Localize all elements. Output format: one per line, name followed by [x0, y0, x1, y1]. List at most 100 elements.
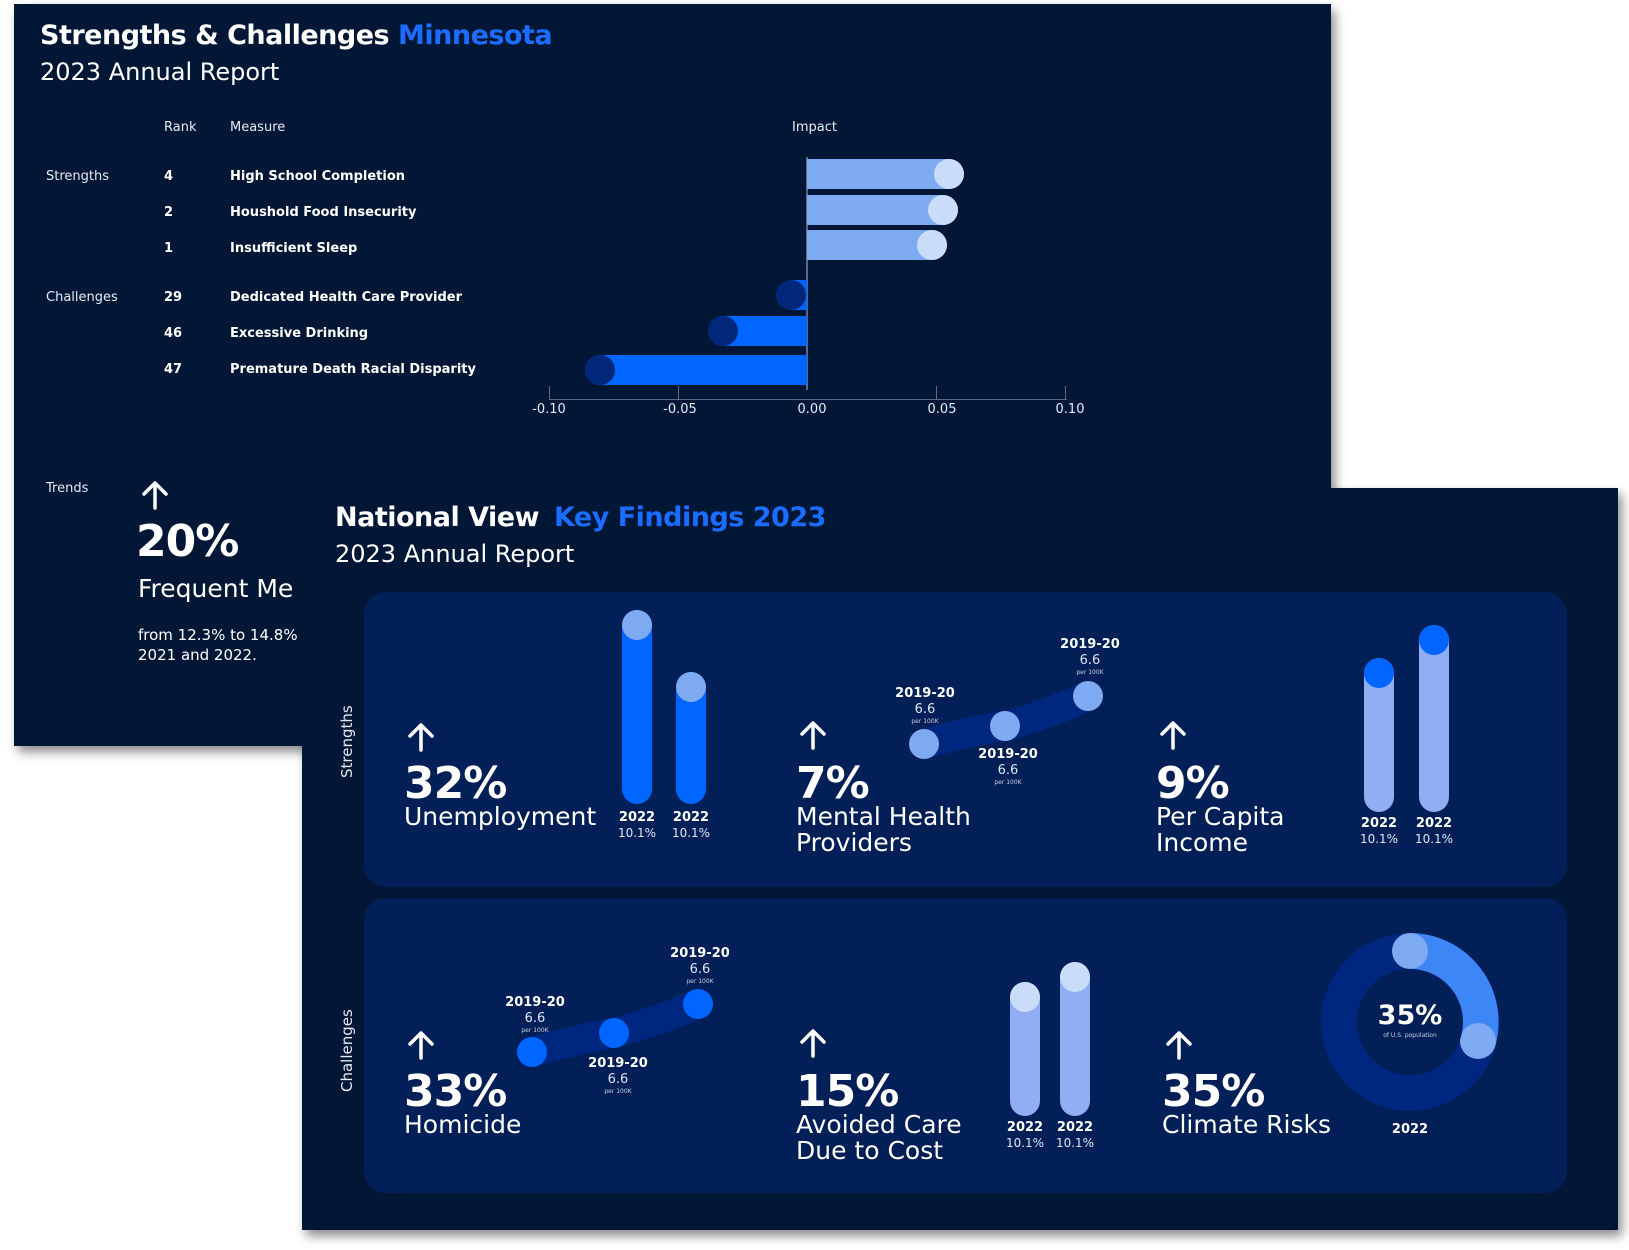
trend-name: Frequent Me: [138, 574, 294, 603]
donut-year: 2022: [1391, 1122, 1429, 1137]
title-accent: Minnesota: [398, 20, 553, 51]
bar-end-knob: [928, 195, 958, 225]
measure-name: High School Completion: [230, 169, 406, 184]
bar-end-knob: [934, 159, 964, 189]
panel-title: National View Key Findings 2023: [335, 502, 826, 533]
per-capita-bar: [1419, 625, 1449, 812]
measure-name: Insufficient Sleep: [230, 241, 358, 256]
arrow-up-icon: [142, 481, 168, 510]
bar-year: 2022: [1006, 1120, 1044, 1135]
impact-bar: [807, 159, 964, 189]
x-tick: [1065, 386, 1066, 400]
rank-header: Rank: [164, 120, 197, 135]
trend-value: 20%: [136, 516, 239, 567]
measure-header: Measure: [230, 120, 286, 135]
title-accent: Key Findings 2023: [553, 502, 826, 533]
unemployment-bar: [676, 672, 706, 804]
point-period: 2019-20: [978, 747, 1038, 762]
per-capita-value: 9%: [1156, 758, 1230, 809]
impact-bar: [708, 316, 807, 346]
bar-end-knob: [708, 316, 738, 346]
x-tick-label: 0.00: [797, 402, 827, 417]
measure-name: Houshold Food Insecurity: [230, 205, 417, 220]
bar-end-knob: [776, 280, 806, 310]
per-capita-label-line1: Per Capita: [1156, 802, 1285, 831]
title-text: Strengths & Challenges: [40, 20, 390, 51]
point-period: 2019-20: [505, 995, 565, 1010]
measure-name: Dedicated Health Care Provider: [230, 290, 463, 305]
title-text: National View: [335, 502, 540, 533]
impact-bar: [807, 230, 947, 260]
panel-subtitle: 2023 Annual Report: [335, 540, 575, 568]
mental-health-value: 7%: [796, 758, 870, 809]
bar-end-knob: [917, 230, 947, 260]
donut-center-value: 35%: [1377, 1000, 1443, 1031]
x-tick-label: 0.05: [927, 402, 957, 417]
challenges-card: 33% Homicide 2019-20 6.6 per 100K 2019-2…: [364, 898, 1567, 1193]
bar-cap: [1364, 658, 1394, 688]
rank-value: 1: [164, 241, 174, 256]
trend-point: [517, 1037, 547, 1067]
per-capita-bar: [1364, 658, 1394, 812]
x-tick: [678, 386, 679, 400]
bar-cap: [622, 610, 652, 640]
rank-value: 4: [164, 169, 174, 184]
per-capita-label-line2: Income: [1156, 828, 1248, 857]
bar-year: 2022: [1056, 1120, 1094, 1135]
avoided-care-label-line1: Avoided Care: [796, 1110, 962, 1139]
x-tick: [936, 386, 937, 400]
trend-description-line2: 2021 and 2022.: [138, 646, 257, 664]
point-unit: per 100K: [686, 978, 714, 985]
national-view-panel: National View Key Findings 2023 2023 Ann…: [302, 488, 1618, 1230]
climate-label: Climate Risks: [1162, 1110, 1331, 1139]
unemployment-bar: [622, 610, 652, 804]
avoided-care-label-line2: Due to Cost: [796, 1136, 944, 1165]
x-tick-label: -0.10: [532, 402, 566, 417]
bar-year: 2022: [1360, 816, 1398, 831]
bar-cap: [676, 672, 706, 702]
bar-value: 10.1%: [617, 826, 657, 840]
unemployment-value: 32%: [404, 758, 507, 809]
panel-subtitle: 2023 Annual Report: [40, 58, 280, 86]
bar-value: 10.1%: [671, 826, 711, 840]
bar-value: 10.1%: [1359, 832, 1399, 846]
rank-value: 2: [164, 205, 174, 220]
avoided-care-bar: [1010, 982, 1040, 1116]
strengths-section-label: Strengths: [338, 705, 356, 778]
rank-value: 47: [164, 362, 183, 377]
bar-cap: [1060, 962, 1090, 992]
arrow-up-icon: [408, 723, 434, 752]
bar-value: 10.1%: [1414, 832, 1454, 846]
x-tick-label: -0.05: [663, 402, 697, 417]
panel-title: Strengths & Challenges Minnesota: [40, 20, 553, 51]
point-period: 2019-20: [895, 686, 955, 701]
point-unit: per 100K: [1076, 669, 1104, 676]
zero-axis-line: [806, 157, 808, 390]
bar-value: 10.1%: [1055, 1136, 1095, 1150]
x-tick: [549, 386, 550, 400]
bar-cap: [1419, 625, 1449, 655]
point-value: 6.6: [1079, 653, 1101, 668]
arrow-up-icon: [800, 721, 826, 750]
arrow-up-icon: [800, 1029, 826, 1058]
impact-bar: [776, 280, 807, 310]
avoided-care-value: 15%: [796, 1066, 899, 1117]
point-period: 2019-20: [1060, 637, 1120, 652]
arrow-up-icon: [1166, 1031, 1192, 1060]
point-value: 6.6: [524, 1011, 546, 1026]
point-unit: per 100K: [604, 1088, 632, 1095]
climate-donut-chart: [1321, 933, 1499, 1111]
point-unit: per 100K: [521, 1027, 549, 1034]
group-label-strengths: Strengths: [46, 169, 110, 184]
homicide-value: 33%: [404, 1066, 507, 1117]
trend-point: [683, 989, 713, 1019]
impact-header: Impact: [792, 120, 837, 135]
rank-value: 46: [164, 326, 183, 341]
measure-name: Excessive Drinking: [230, 326, 369, 341]
x-axis-line: [549, 399, 1067, 400]
bar-year: 2022: [618, 810, 656, 825]
bar-value: 10.1%: [1005, 1136, 1045, 1150]
bar-year: 2022: [1415, 816, 1453, 831]
group-label-challenges: Challenges: [46, 290, 118, 305]
avoided-care-bar: [1060, 962, 1090, 1116]
